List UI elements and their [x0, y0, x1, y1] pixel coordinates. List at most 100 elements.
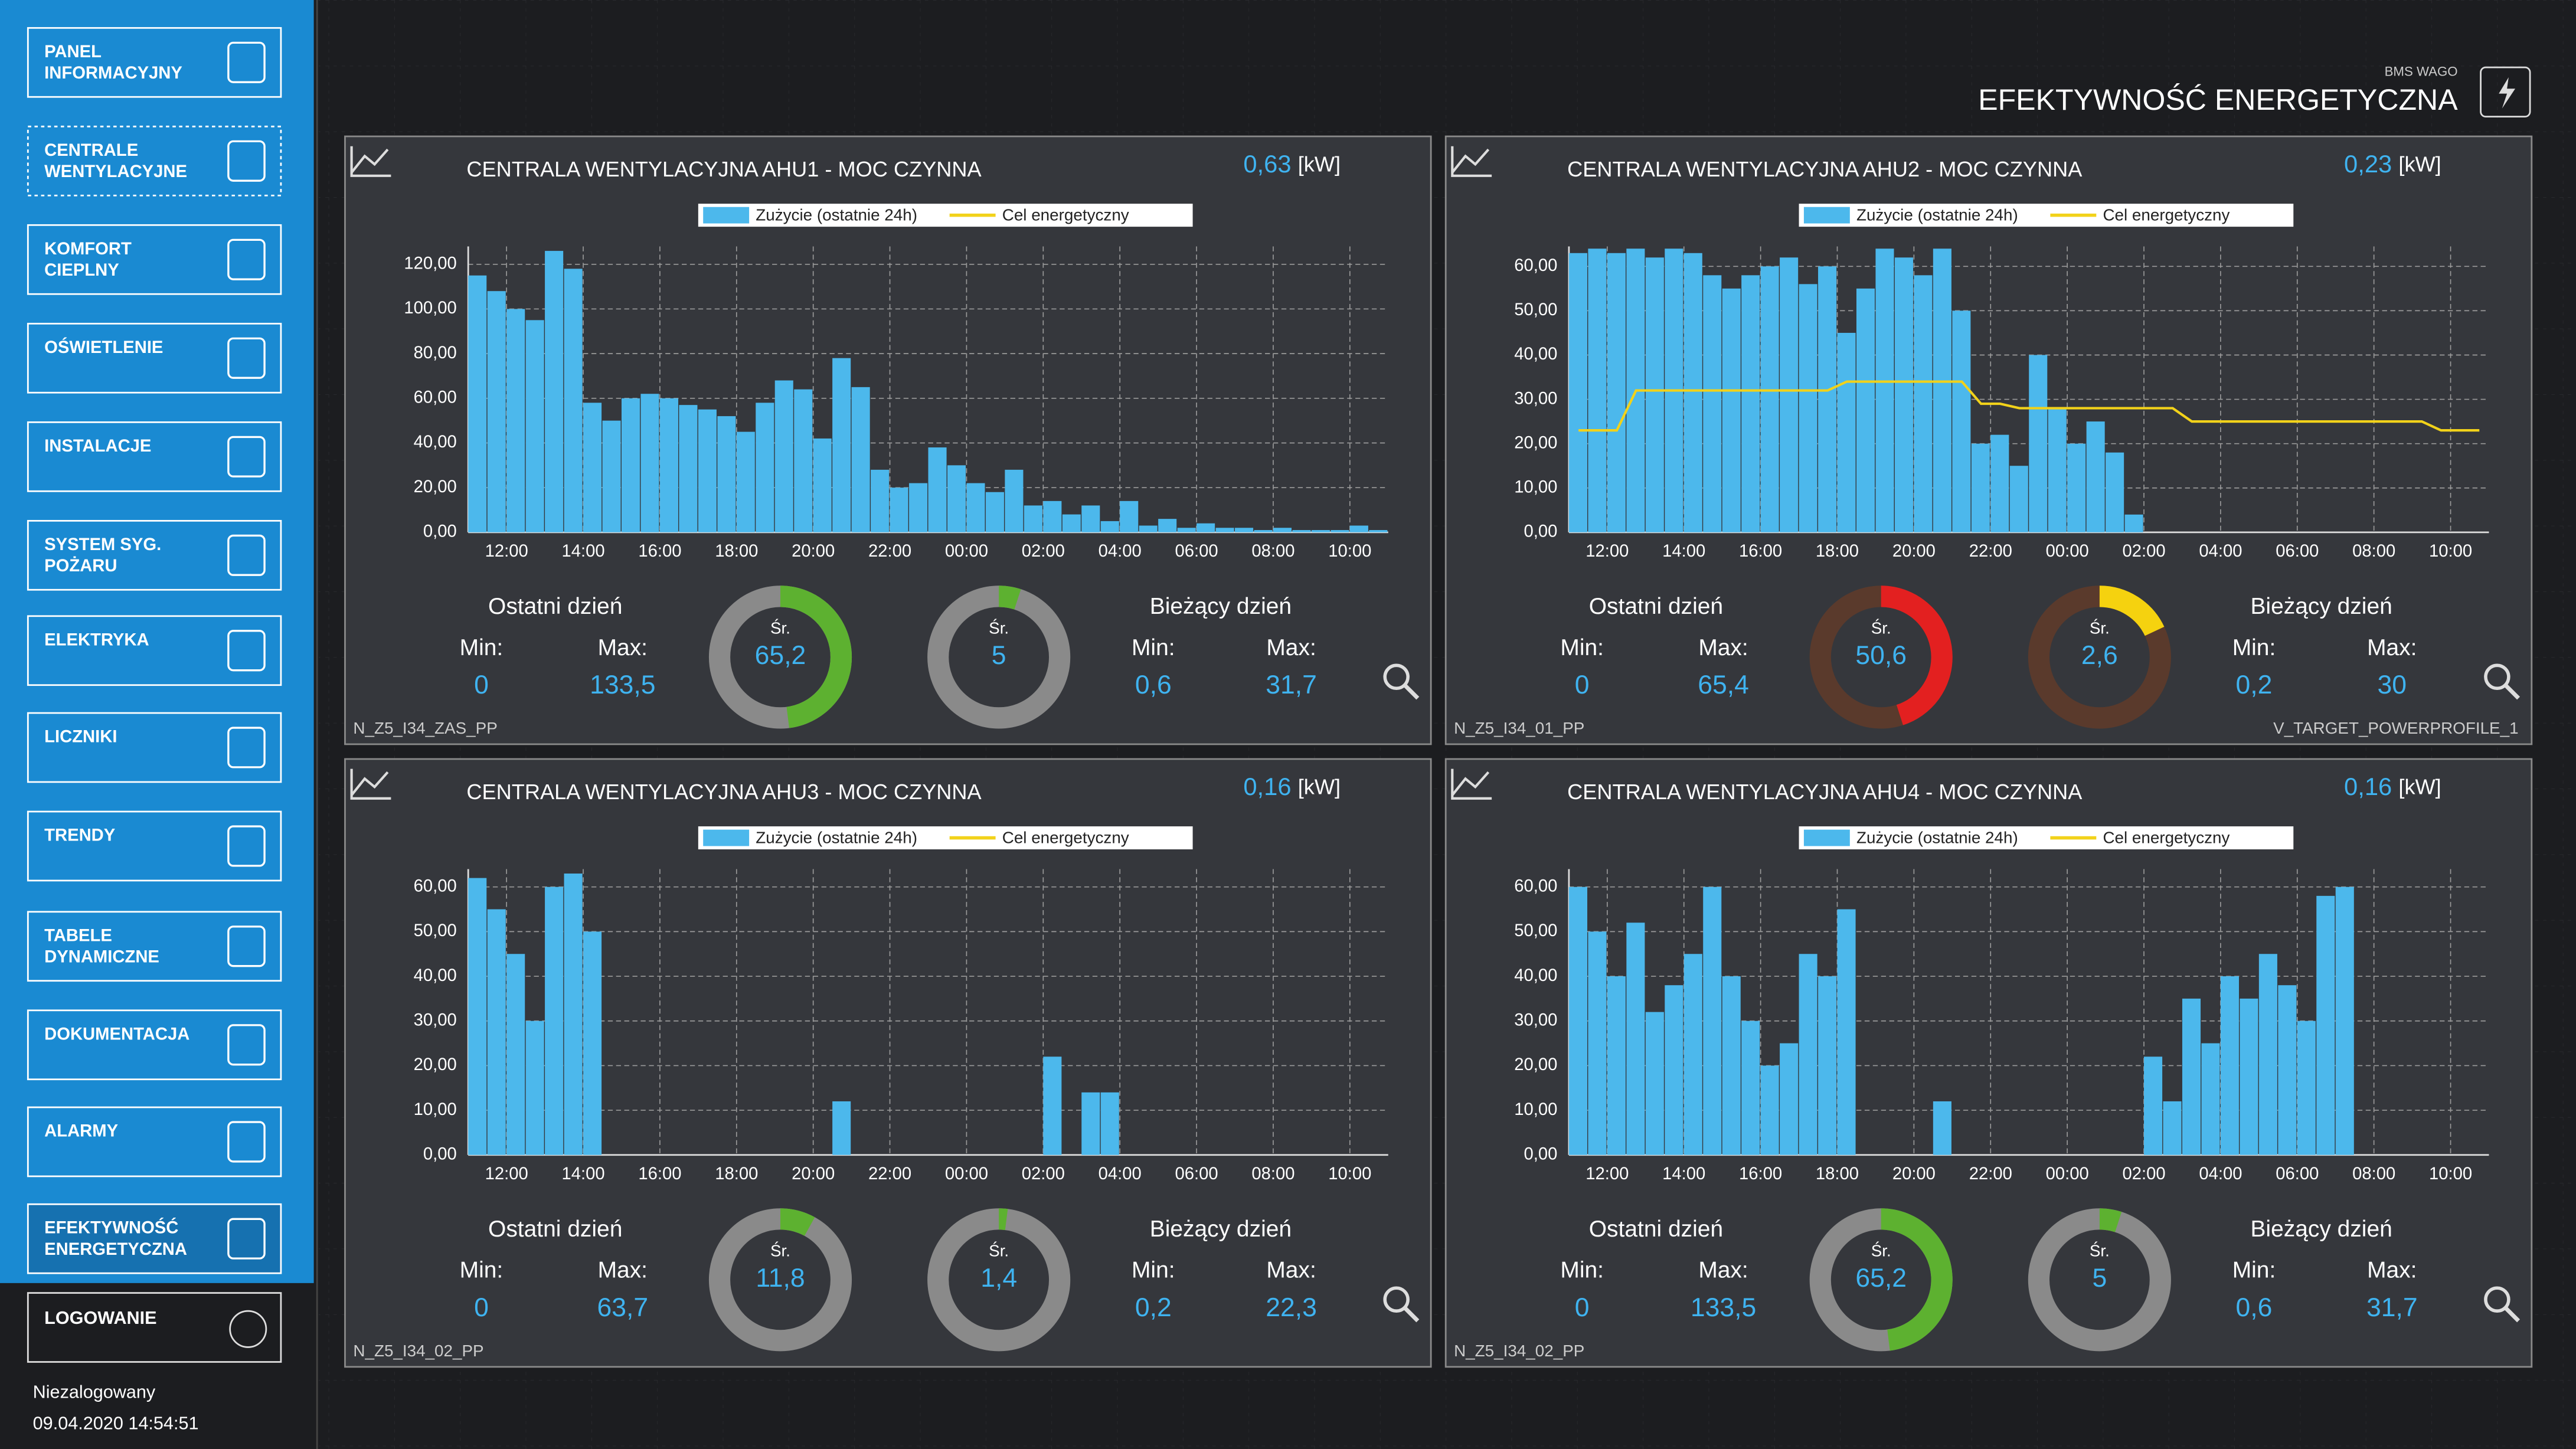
login-button[interactable]	[27, 1292, 282, 1363]
y-tick-label: 50,00	[1514, 300, 1557, 319]
x-tick-label: 22:00	[1969, 1165, 2012, 1183]
bar	[2144, 1057, 2163, 1155]
power-value: 0,16	[2344, 773, 2392, 800]
menu-label: INSTALACJE	[44, 437, 151, 456]
menu-label: ENERGETYCZNA	[44, 1240, 187, 1259]
power-unit: [kW]	[1298, 152, 1341, 176]
menu-label: ALARMY	[44, 1122, 118, 1141]
bar	[2316, 895, 2335, 1155]
bar	[468, 275, 487, 532]
x-tick-label: 18:00	[1816, 1165, 1859, 1183]
y-tick-label: 10,00	[1514, 477, 1557, 496]
max-label: Max:	[2367, 1258, 2417, 1283]
stats-heading: Ostatni dzień	[1589, 594, 1723, 619]
bar	[545, 887, 564, 1155]
max-value: 65,4	[1698, 670, 1749, 699]
bar	[794, 389, 813, 532]
menu-button[interactable]	[27, 810, 282, 882]
x-tick-label: 18:00	[715, 1165, 758, 1183]
y-tick-label: 10,00	[1514, 1100, 1557, 1119]
menu-button[interactable]	[27, 712, 282, 783]
bar	[1665, 985, 1683, 1155]
min-value: 0,6	[1135, 670, 1172, 699]
menu-button[interactable]	[27, 224, 282, 295]
min-label: Min:	[460, 1258, 504, 1283]
x-tick-label: 20:00	[1892, 542, 1936, 561]
x-tick-label: 04:00	[2199, 1165, 2242, 1183]
tag-label: N_Z5_I34_02_PP	[353, 1342, 483, 1360]
bar	[1683, 253, 1702, 532]
bar	[1933, 248, 1951, 532]
donut-label: Śr.	[989, 1241, 1009, 1260]
zoom-icon[interactable]	[2484, 1286, 2521, 1323]
menu-button[interactable]	[27, 421, 282, 492]
menu-button[interactable]	[27, 1106, 282, 1177]
max-value: 63,7	[597, 1293, 649, 1322]
bar	[871, 469, 890, 532]
panel-title: CENTRALA WENTYLACYJNA AHU3 - MOC CZYNNA	[466, 780, 982, 804]
bar	[1081, 505, 1100, 532]
donut-value: 50,6	[1855, 641, 1907, 670]
bar	[890, 488, 908, 532]
menu-button[interactable]	[27, 519, 282, 591]
menu-button[interactable]	[27, 1203, 282, 1274]
x-tick-label: 04:00	[2199, 542, 2242, 561]
menu-button[interactable]	[27, 911, 282, 982]
menu-button[interactable]	[27, 27, 282, 98]
tag-label: N_Z5_I34_ZAS_PP	[353, 719, 497, 737]
zoom-icon[interactable]	[1383, 1286, 1420, 1323]
min-label: Min:	[1560, 635, 1604, 660]
y-tick-label: 0,00	[1524, 522, 1558, 541]
bar	[2086, 421, 2105, 532]
target-line	[1578, 380, 2480, 432]
bar	[717, 416, 736, 532]
bar	[1645, 257, 1664, 532]
legend-label: Zużycie (ostatnie 24h)	[756, 205, 917, 224]
x-tick-label: 10:00	[2429, 1165, 2472, 1183]
power-value: 0,23	[2344, 150, 2392, 178]
trend-icon	[1451, 768, 1492, 800]
donut-label: Śr.	[1871, 618, 1891, 637]
bar	[1760, 1065, 1779, 1155]
power-value: 0,63	[1243, 150, 1291, 178]
y-tick-label: 100,00	[404, 299, 456, 318]
bar	[2240, 998, 2258, 1155]
legend-box	[698, 204, 1193, 227]
x-tick-label: 12:00	[1586, 1165, 1629, 1183]
zoom-icon[interactable]	[1383, 663, 1420, 700]
bar	[1568, 887, 1587, 1155]
panel-title: CENTRALA WENTYLACYJNA AHU4 - MOC CZYNNA	[1567, 780, 2083, 804]
bar	[851, 387, 870, 532]
donut-fill	[927, 1208, 1071, 1352]
bar	[1235, 528, 1254, 532]
bar	[2220, 976, 2239, 1155]
bar	[2048, 408, 2067, 532]
y-tick-label: 20,00	[1514, 1055, 1557, 1074]
menu-button[interactable]	[27, 615, 282, 686]
panel: CENTRALA WENTYLACYJNA AHU3 - MOC CZYNNA 0…	[344, 758, 1432, 1368]
bar	[1331, 530, 1349, 532]
min-label: Min:	[460, 635, 504, 660]
bar	[1703, 887, 1722, 1155]
bar	[1273, 528, 1292, 532]
menu-button[interactable]	[27, 322, 282, 394]
bar	[1645, 1012, 1664, 1155]
bar	[1081, 1092, 1100, 1155]
zoom-icon[interactable]	[2484, 663, 2521, 700]
menu-icon	[227, 534, 266, 576]
menu-label: LICZNIKI	[44, 727, 117, 746]
menu-button[interactable]	[27, 1009, 282, 1081]
stats-heading: Ostatni dzień	[1589, 1216, 1723, 1242]
menu-icon	[227, 925, 266, 967]
bar	[487, 291, 506, 532]
legend-label: Cel energetyczny	[1002, 205, 1129, 224]
menu-icon	[227, 41, 266, 83]
x-tick-label: 20:00	[792, 1165, 835, 1183]
y-tick-label: 40,00	[414, 433, 457, 452]
legend-swatch	[1803, 829, 1850, 846]
bar	[1120, 501, 1139, 532]
y-tick-label: 60,00	[1514, 256, 1557, 275]
datetime: 09.04.2020 14:54:51	[33, 1413, 199, 1433]
menu-button[interactable]	[27, 125, 282, 197]
max-value: 22,3	[1266, 1293, 1317, 1322]
